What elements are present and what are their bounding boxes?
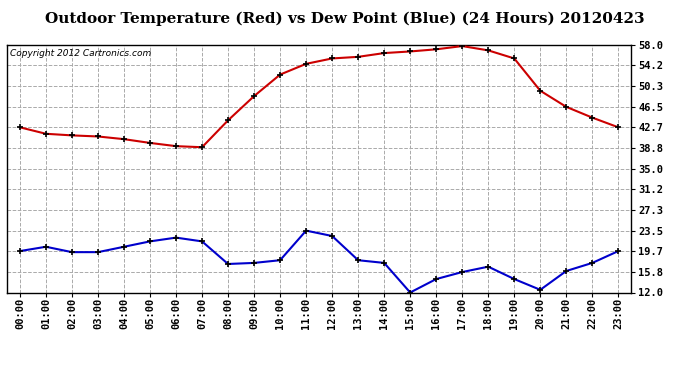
Text: Outdoor Temperature (Red) vs Dew Point (Blue) (24 Hours) 20120423: Outdoor Temperature (Red) vs Dew Point (…	[45, 11, 645, 26]
Text: Copyright 2012 Cartronics.com: Copyright 2012 Cartronics.com	[10, 49, 151, 58]
